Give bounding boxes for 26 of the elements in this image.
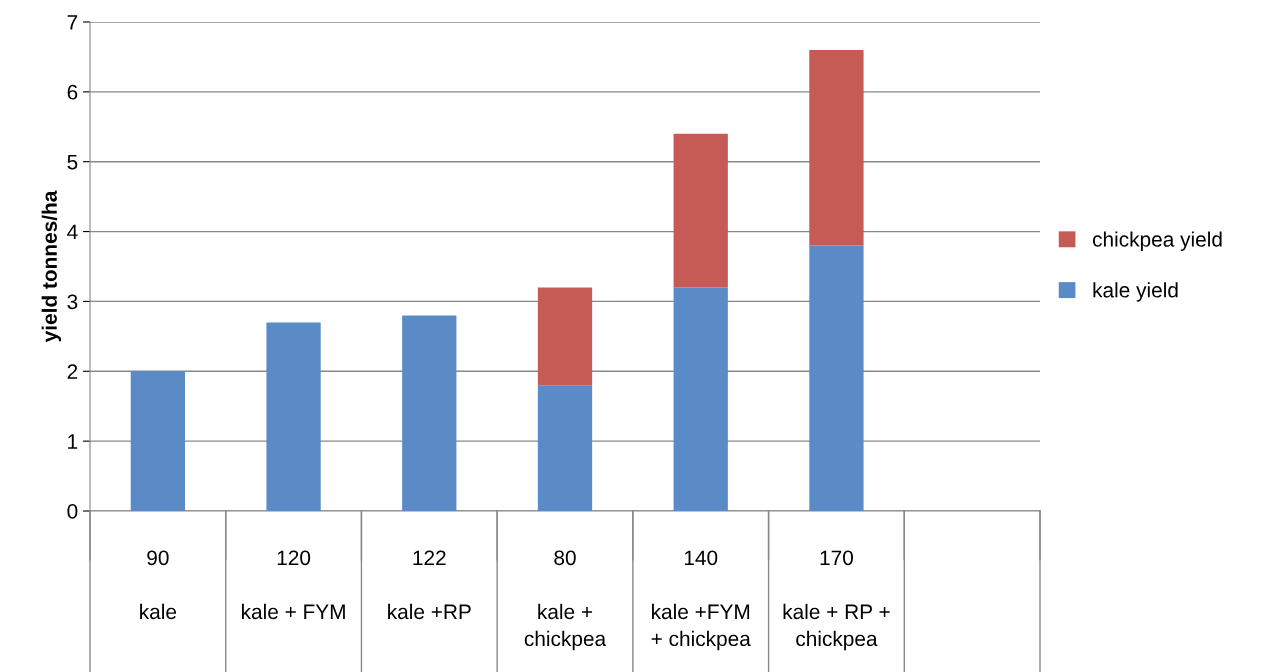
bar bbox=[537, 385, 593, 511]
bar bbox=[809, 245, 864, 511]
y-tick-label: 3 bbox=[67, 294, 78, 310]
legend-label: chickpea yield bbox=[1092, 231, 1222, 251]
category-label: 122 kale +RP bbox=[388, 550, 471, 620]
y-tick-label: 0 bbox=[67, 504, 78, 519]
bar bbox=[266, 322, 321, 511]
legend-label: kale yield bbox=[1093, 282, 1178, 302]
y-tick-label: 2 bbox=[67, 364, 78, 379]
y-tick-label: 7 bbox=[67, 15, 78, 30]
category-label: 170 kale + RP + chickpea bbox=[783, 550, 890, 651]
category-label: 120 kale + FYM bbox=[242, 550, 345, 620]
y-tick-label: 4 bbox=[67, 224, 78, 240]
bar bbox=[537, 287, 593, 386]
bar bbox=[809, 49, 864, 246]
y-axis-title: yield tonnes/ha bbox=[41, 190, 62, 343]
category-label: 140 kale +FYM + chickpea bbox=[651, 550, 751, 651]
category-label: 90 kale bbox=[140, 550, 177, 620]
y-tick-label: 5 bbox=[67, 154, 78, 170]
y-tick-label: 6 bbox=[67, 84, 78, 100]
bar bbox=[673, 133, 728, 288]
y-tick-label: 1 bbox=[68, 434, 78, 449]
bar bbox=[673, 287, 728, 511]
bar bbox=[402, 315, 457, 511]
category-label: 80 kale + chickpea bbox=[524, 550, 607, 651]
bar bbox=[130, 371, 185, 511]
